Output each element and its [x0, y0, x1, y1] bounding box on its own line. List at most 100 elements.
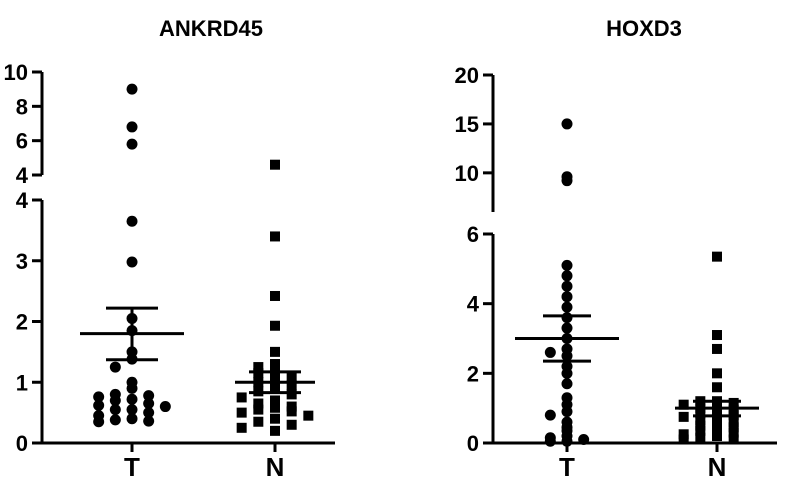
y-tick-label: 0 [467, 431, 479, 456]
data-point [126, 404, 138, 416]
data-point [728, 397, 739, 408]
category-label-t: T [559, 452, 575, 481]
y-tick-label: 0 [16, 431, 28, 456]
data-point [126, 215, 138, 227]
data-point [695, 420, 706, 431]
y-tick-label: 2 [467, 361, 479, 386]
y-tick-label: 6 [16, 129, 28, 154]
data-point [93, 399, 105, 411]
chart-title: HOXD3 [606, 16, 682, 41]
data-point [143, 407, 155, 419]
data-point [712, 330, 722, 341]
data-point [253, 404, 264, 415]
data-point [561, 406, 573, 418]
data-point [303, 410, 314, 421]
y-tick-label: 20 [455, 63, 479, 88]
data-point [126, 138, 138, 150]
data-point [286, 371, 297, 382]
data-point [561, 270, 573, 282]
data-point [728, 422, 739, 433]
data-point [270, 290, 280, 301]
y-tick-label: 6 [467, 222, 479, 247]
data-point [561, 435, 573, 447]
data-point [236, 392, 247, 403]
y-tick-label: 10 [4, 60, 28, 85]
panel-hoxd3: HOXD3 0 2 4 6 10 15 20 T N [455, 16, 777, 481]
data-point [126, 83, 138, 95]
data-point [270, 159, 280, 170]
data-point [270, 425, 280, 436]
data-point [236, 407, 247, 418]
data-point [270, 395, 280, 406]
data-point [561, 280, 573, 292]
data-point [270, 402, 280, 413]
y-tick-label: 4 [467, 292, 480, 317]
y-tick-label: 3 [16, 249, 28, 274]
data-point [561, 301, 573, 313]
data-point [126, 256, 138, 268]
data-point [270, 320, 280, 331]
data-point [561, 367, 573, 379]
data-point [143, 415, 155, 427]
data-point [109, 394, 121, 406]
y-tick-label: 4 [16, 163, 29, 188]
data-point [728, 434, 739, 445]
data-point [93, 391, 105, 403]
data-point [561, 259, 573, 271]
y-tick-label: 8 [16, 94, 28, 119]
y-tick-label: 15 [455, 112, 479, 137]
data-point [159, 401, 171, 413]
data-point [695, 425, 706, 436]
data-point [286, 380, 297, 391]
data-point [678, 411, 689, 422]
data-point [143, 398, 155, 410]
data-point [678, 434, 689, 445]
chart-title: ANKRD45 [159, 16, 263, 41]
data-point [561, 378, 573, 390]
y-tick-label: 1 [16, 370, 28, 395]
data-point [109, 361, 121, 373]
data-point [712, 343, 722, 354]
data-point [286, 389, 297, 400]
category-label-t: T [124, 452, 140, 481]
data-point [695, 415, 706, 426]
data-point [712, 251, 722, 262]
data-point [270, 365, 280, 376]
data-point [712, 368, 722, 379]
data-point [286, 419, 297, 430]
y-tick-label: 4 [16, 188, 29, 213]
data-point [143, 390, 155, 402]
data-point [544, 435, 556, 447]
data-point [712, 424, 722, 435]
data-point [270, 359, 280, 370]
data-point [236, 422, 247, 433]
data-point [561, 175, 573, 187]
data-point [728, 417, 739, 428]
data-point [578, 434, 590, 446]
data-point [253, 398, 264, 409]
data-point [286, 406, 297, 417]
data-point [695, 408, 706, 419]
y-tick-label: 2 [16, 310, 28, 335]
data-point [126, 393, 138, 405]
category-label-n: N [266, 452, 285, 481]
data-point [253, 416, 264, 427]
data-point [728, 404, 739, 415]
data-point [695, 432, 706, 443]
data-point [93, 416, 105, 428]
data-point [728, 427, 739, 438]
data-point [126, 382, 138, 394]
data-point [712, 418, 722, 429]
data-point [712, 431, 722, 442]
data-point [126, 413, 138, 425]
category-label-n: N [708, 452, 727, 481]
panel-ankrd45: ANKRD45 0 1 2 3 44 6 8 10 T N [4, 16, 335, 481]
data-point [126, 121, 138, 133]
data-point [253, 362, 264, 373]
data-point [712, 382, 722, 393]
data-point [544, 409, 556, 421]
data-point [561, 291, 573, 303]
data-point [561, 118, 573, 130]
data-point [712, 413, 722, 424]
